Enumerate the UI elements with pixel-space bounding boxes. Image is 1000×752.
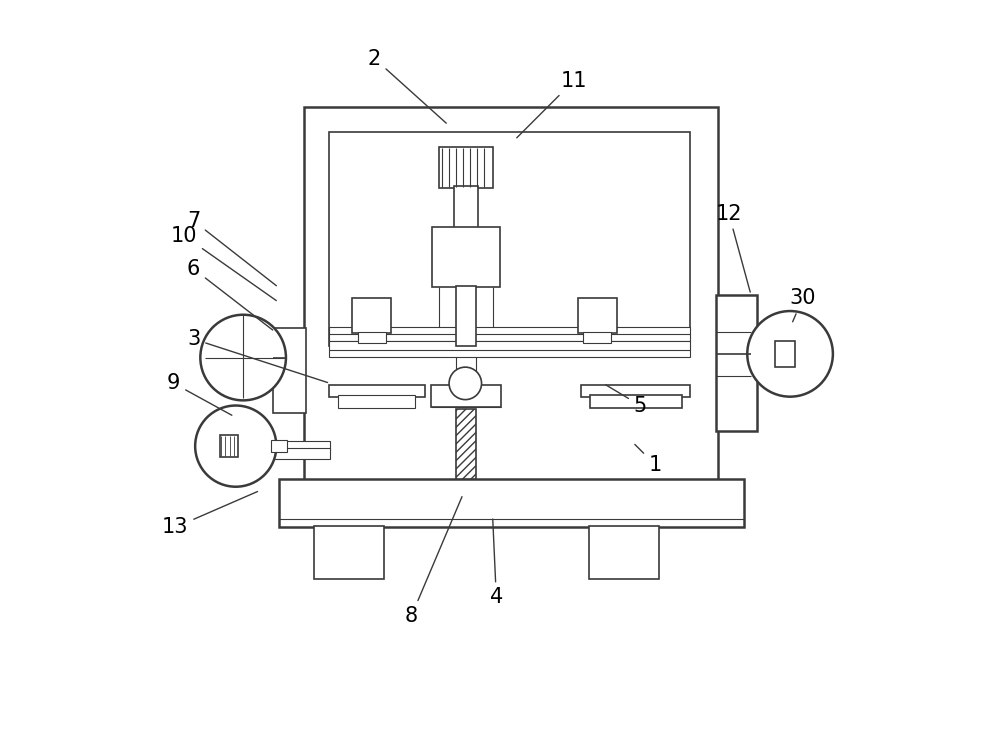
Bar <box>329 385 425 396</box>
Text: 13: 13 <box>162 492 258 538</box>
Circle shape <box>195 405 276 487</box>
Bar <box>220 435 238 457</box>
Circle shape <box>449 367 482 399</box>
Circle shape <box>200 315 286 400</box>
Bar <box>260 448 330 459</box>
Bar <box>273 328 306 413</box>
Bar <box>578 298 617 333</box>
Bar <box>279 479 744 527</box>
Text: 10: 10 <box>171 226 276 301</box>
Text: 11: 11 <box>517 71 587 138</box>
Bar <box>352 298 391 333</box>
Text: 8: 8 <box>405 496 462 626</box>
Bar <box>716 295 757 432</box>
Bar <box>439 147 493 188</box>
Bar <box>432 227 500 287</box>
Bar <box>456 286 476 347</box>
Bar <box>338 396 415 408</box>
Circle shape <box>747 311 833 396</box>
Bar <box>431 385 501 407</box>
Bar <box>454 186 478 229</box>
Bar <box>260 441 330 450</box>
Bar <box>329 341 690 356</box>
Text: 6: 6 <box>187 259 273 330</box>
Bar <box>358 332 386 343</box>
Text: 2: 2 <box>368 49 446 123</box>
Bar <box>314 526 384 579</box>
Text: 1: 1 <box>635 444 662 475</box>
Bar <box>271 440 287 452</box>
Text: 4: 4 <box>490 519 503 608</box>
Bar <box>589 526 659 579</box>
Bar <box>304 107 718 483</box>
Bar <box>581 385 690 396</box>
Text: 30: 30 <box>789 289 816 322</box>
Bar <box>456 409 476 479</box>
Text: 3: 3 <box>187 329 328 383</box>
Text: 7: 7 <box>187 211 276 286</box>
Bar <box>329 132 690 347</box>
Bar <box>775 341 795 367</box>
Bar <box>583 332 611 343</box>
Bar <box>590 396 682 408</box>
Text: 9: 9 <box>167 374 232 415</box>
Text: 12: 12 <box>716 204 750 292</box>
Text: 5: 5 <box>606 385 647 416</box>
Bar <box>329 327 690 341</box>
